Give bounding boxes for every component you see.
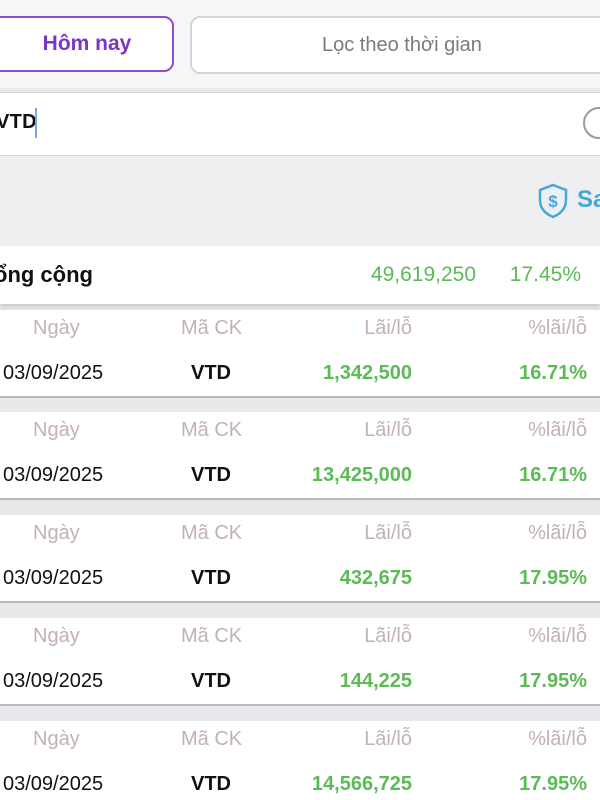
header-profit: Lãi/lỗ (364, 728, 412, 750)
row-profit: 432,675 (339, 567, 412, 589)
header-profit-percent: %lãi/lỗ (528, 625, 587, 647)
header-profit-percent: %lãi/lỗ (528, 317, 587, 339)
row-date: 03/09/2025 (3, 362, 104, 384)
header-profit-percent: %lãi/lỗ (528, 522, 587, 544)
row-date: 03/09/2025 (3, 773, 104, 795)
row-profit-percent: 17.95% (519, 670, 587, 692)
row-date: 03/09/2025 (3, 670, 104, 692)
header-date: Ngày (33, 522, 80, 544)
header-profit: Lãi/lỗ (364, 625, 412, 647)
row-profit: 1,342,500 (323, 362, 412, 384)
table-row[interactable]: Ngày Mã CK Lãi/lỗ %lãi/lỗ 03/09/2025 VTD… (0, 721, 600, 800)
search-field[interactable]: VTD (0, 92, 600, 156)
header-code: Mã CK (181, 419, 243, 441)
row-stock-code: VTD (191, 362, 231, 384)
row-stock-code: VTD (191, 567, 231, 589)
header-code: Mã CK (181, 317, 243, 339)
search-input-value[interactable]: VTD (0, 111, 37, 133)
table-row[interactable]: Ngày Mã CK Lãi/lỗ %lãi/lỗ 03/09/2025 VTD… (0, 412, 600, 500)
row-stock-code: VTD (191, 464, 231, 486)
table-row[interactable]: Ngày Mã CK Lãi/lỗ %lãi/lỗ 03/09/2025 VTD… (0, 515, 600, 603)
shield-dollar-icon[interactable]: $ (537, 183, 569, 219)
total-label: ổng cộng (0, 262, 93, 287)
tab-filter-label: Lọc theo thời gian (322, 33, 482, 56)
row-profit-percent: 16.71% (519, 464, 587, 486)
save-area (0, 156, 600, 246)
header-date: Ngày (33, 419, 80, 441)
row-date: 03/09/2025 (3, 567, 104, 589)
save-button-label[interactable]: Sa (577, 186, 600, 213)
row-profit-percent: 17.95% (519, 773, 587, 795)
header-date: Ngày (33, 317, 80, 339)
header-code: Mã CK (181, 625, 243, 647)
header-profit-percent: %lãi/lỗ (528, 419, 587, 441)
total-profit-value: 49,619,250 (370, 263, 476, 286)
header-date: Ngày (33, 728, 80, 750)
filter-bar: Hôm nay Lọc theo thời gian (0, 0, 600, 88)
row-profit: 14,566,725 (311, 773, 412, 795)
text-cursor (35, 108, 37, 138)
tab-filter-by-time[interactable]: Lọc theo thời gian (190, 16, 600, 74)
header-profit: Lãi/lỗ (364, 419, 412, 441)
header-code: Mã CK (181, 728, 243, 750)
table-row[interactable]: Ngày Mã CK Lãi/lỗ %lãi/lỗ 03/09/2025 VTD… (0, 618, 600, 706)
total-profit-percent: 17.45% (509, 263, 581, 286)
row-profit: 144,225 (339, 670, 412, 692)
row-profit-percent: 17.95% (519, 567, 587, 589)
total-row: ổng cộng 49,619,250 17.45% (0, 246, 600, 304)
tab-today-label: Hôm nay (42, 32, 132, 55)
header-profit: Lãi/lỗ (364, 317, 412, 339)
header-profit-percent: %lãi/lỗ (528, 728, 587, 750)
header-code: Mã CK (181, 522, 243, 544)
search-clear-icon[interactable] (583, 107, 600, 139)
header-date: Ngày (33, 625, 80, 647)
header-profit: Lãi/lỗ (364, 522, 412, 544)
row-profit: 13,425,000 (311, 464, 412, 486)
row-stock-code: VTD (191, 773, 231, 795)
row-profit-percent: 16.71% (519, 362, 587, 384)
svg-text:$: $ (548, 192, 558, 211)
row-date: 03/09/2025 (3, 464, 104, 486)
row-stock-code: VTD (191, 670, 231, 692)
table-row[interactable]: Ngày Mã CK Lãi/lỗ %lãi/lỗ 03/09/2025 VTD… (0, 310, 600, 398)
tab-today[interactable]: Hôm nay (0, 16, 174, 72)
